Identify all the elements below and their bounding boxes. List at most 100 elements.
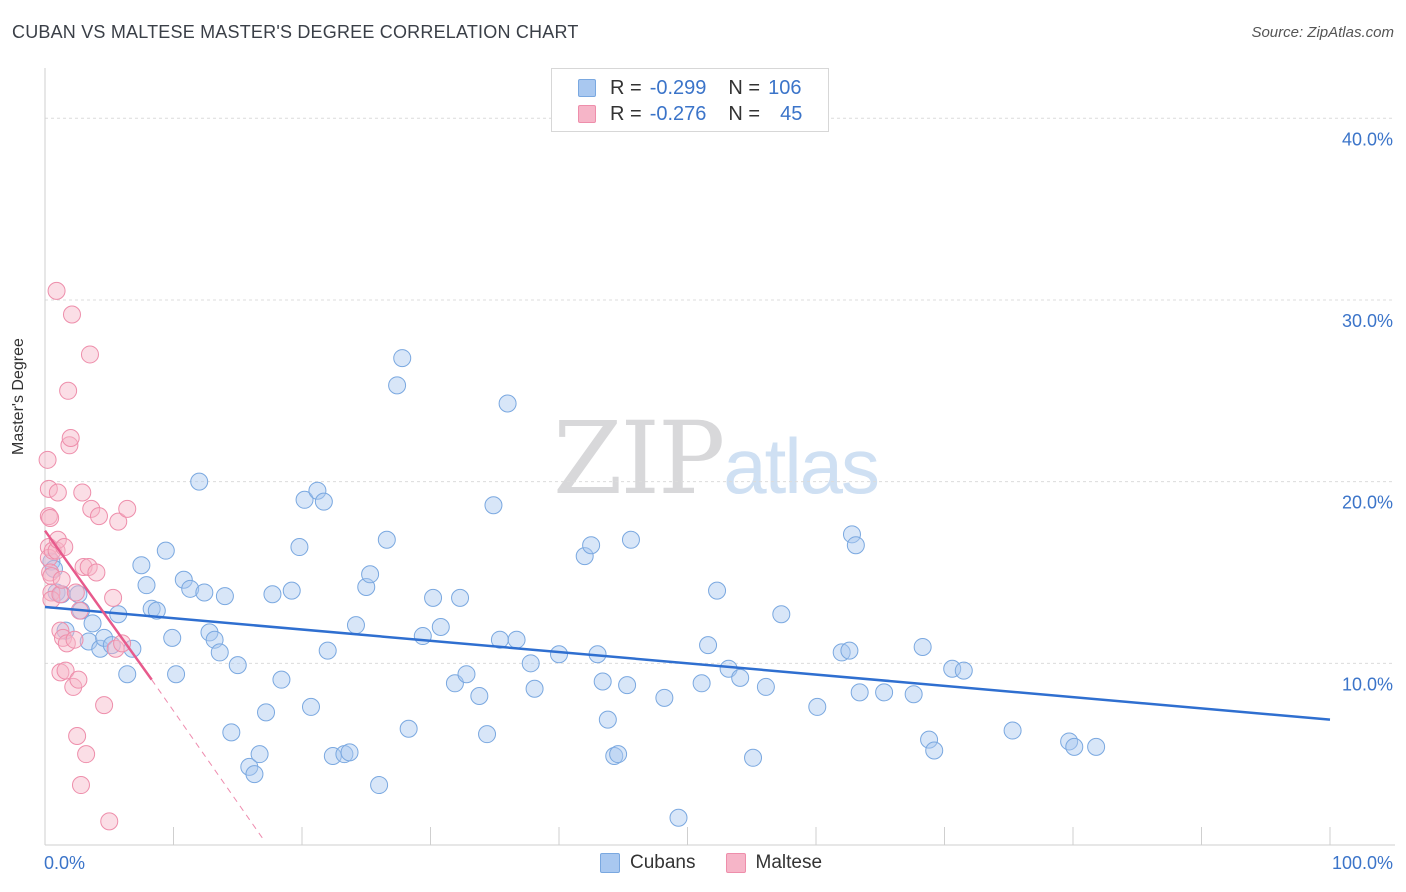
cuban-point <box>301 697 320 716</box>
cuban-point <box>521 654 540 673</box>
cuban-point <box>744 748 763 767</box>
watermark-atlas: atlas <box>723 422 880 510</box>
cuban-point <box>282 581 301 600</box>
maltese-point <box>71 776 90 795</box>
maltese-swatch <box>725 853 746 873</box>
cubans-swatch <box>600 853 620 873</box>
axes <box>44 68 1395 846</box>
cuban-point <box>215 587 234 606</box>
maltese-point <box>41 508 60 527</box>
cuban-point <box>210 643 229 662</box>
cuban-point <box>846 536 865 555</box>
cuban-point <box>424 588 443 607</box>
cuban-point <box>913 637 932 656</box>
maltese-point <box>61 429 80 448</box>
maltese-point <box>60 436 79 455</box>
cuban-point <box>346 616 365 635</box>
maltese-point <box>77 745 96 764</box>
maltese-point <box>59 381 78 400</box>
legend-item-maltese[interactable]: Maltese <box>725 852 823 874</box>
cuban-point <box>399 719 418 738</box>
cuban-point <box>609 745 628 764</box>
cuban-point <box>582 536 601 555</box>
cuban-point <box>167 665 186 684</box>
r-label: R = <box>610 102 642 125</box>
maltese-point <box>73 483 92 502</box>
x-tick-label: 0.0% <box>44 853 85 873</box>
chart-title: CUBAN VS MALTESE MASTER'S DEGREE CORRELA… <box>12 22 579 42</box>
cuban-point <box>132 556 151 575</box>
cuban-point <box>1065 737 1084 756</box>
cuban-point <box>361 565 380 584</box>
maltese-point <box>113 634 132 653</box>
legend-row-maltese: R = -0.276 N = 45 <box>578 102 802 126</box>
cuban-point <box>388 376 407 395</box>
series-legend: Cubans Maltese <box>600 852 852 874</box>
cuban-point <box>83 614 102 633</box>
legend-row-cubans: R = -0.299 N = 106 <box>578 76 801 100</box>
cuban-point <box>484 496 503 515</box>
cuban-point <box>550 645 568 664</box>
maltese-trend-line <box>43 529 153 681</box>
maltese-point <box>56 661 75 680</box>
legend-label-maltese: Maltese <box>755 852 823 873</box>
correlation-legend: R = -0.299 N = 106 R = -0.276 N = 45 <box>551 68 829 132</box>
maltese-point <box>39 479 58 498</box>
cuban-point <box>413 627 432 646</box>
maltese-point <box>42 567 61 586</box>
maltese-point <box>66 583 85 602</box>
cuban-point <box>318 641 337 660</box>
r-value: -0.276 <box>649 102 707 125</box>
cuban-point <box>954 661 973 680</box>
cuban-point <box>431 617 450 636</box>
cuban-point <box>842 525 861 544</box>
cuban-point <box>808 697 827 716</box>
maltese-point <box>109 512 128 531</box>
r-value: -0.299 <box>649 76 707 99</box>
x-tick-label: 100.0% <box>1332 853 1393 873</box>
cuban-point <box>95 628 114 647</box>
cubans-trend-line <box>44 605 1331 721</box>
cuban-point <box>314 492 333 511</box>
n-value: 106 <box>768 76 802 99</box>
cuban-point <box>457 665 476 684</box>
maltese-point <box>80 345 99 364</box>
maltese-point <box>69 670 88 689</box>
cubans-series <box>42 349 1106 827</box>
maltese-point <box>48 483 67 502</box>
cuban-point <box>731 668 750 687</box>
r-label: R = <box>610 76 642 99</box>
cuban-point <box>943 659 962 678</box>
cuban-point <box>875 683 894 702</box>
cuban-point <box>498 394 517 413</box>
cuban-point <box>118 665 137 684</box>
cuban-point <box>470 687 489 706</box>
cuban-point <box>920 730 939 749</box>
cuban-point <box>91 639 110 658</box>
maltese-point <box>68 726 87 745</box>
cuban-point <box>290 538 309 557</box>
maltese-point <box>52 570 71 589</box>
y-tick-label: 40.0% <box>1342 129 1393 149</box>
cuban-point <box>904 685 923 704</box>
maltese-point <box>65 630 84 649</box>
maltese-point <box>51 585 70 604</box>
cuban-point <box>147 601 166 620</box>
cuban-point <box>1060 732 1079 751</box>
cuban-point <box>756 677 775 696</box>
maltese-point <box>47 281 66 300</box>
cuban-point <box>181 579 200 598</box>
cuban-point <box>772 605 791 624</box>
cuban-point <box>593 672 612 691</box>
cuban-point <box>174 570 193 589</box>
cuban-point <box>708 581 727 600</box>
cuban-point <box>393 349 412 368</box>
cuban-point <box>308 481 327 500</box>
cuban-point <box>618 676 637 695</box>
maltese-point <box>100 812 119 831</box>
maltese-point <box>104 588 123 607</box>
maltese-point <box>82 499 101 518</box>
legend-item-cubans[interactable]: Cubans <box>600 852 696 874</box>
cuban-point <box>245 765 264 784</box>
